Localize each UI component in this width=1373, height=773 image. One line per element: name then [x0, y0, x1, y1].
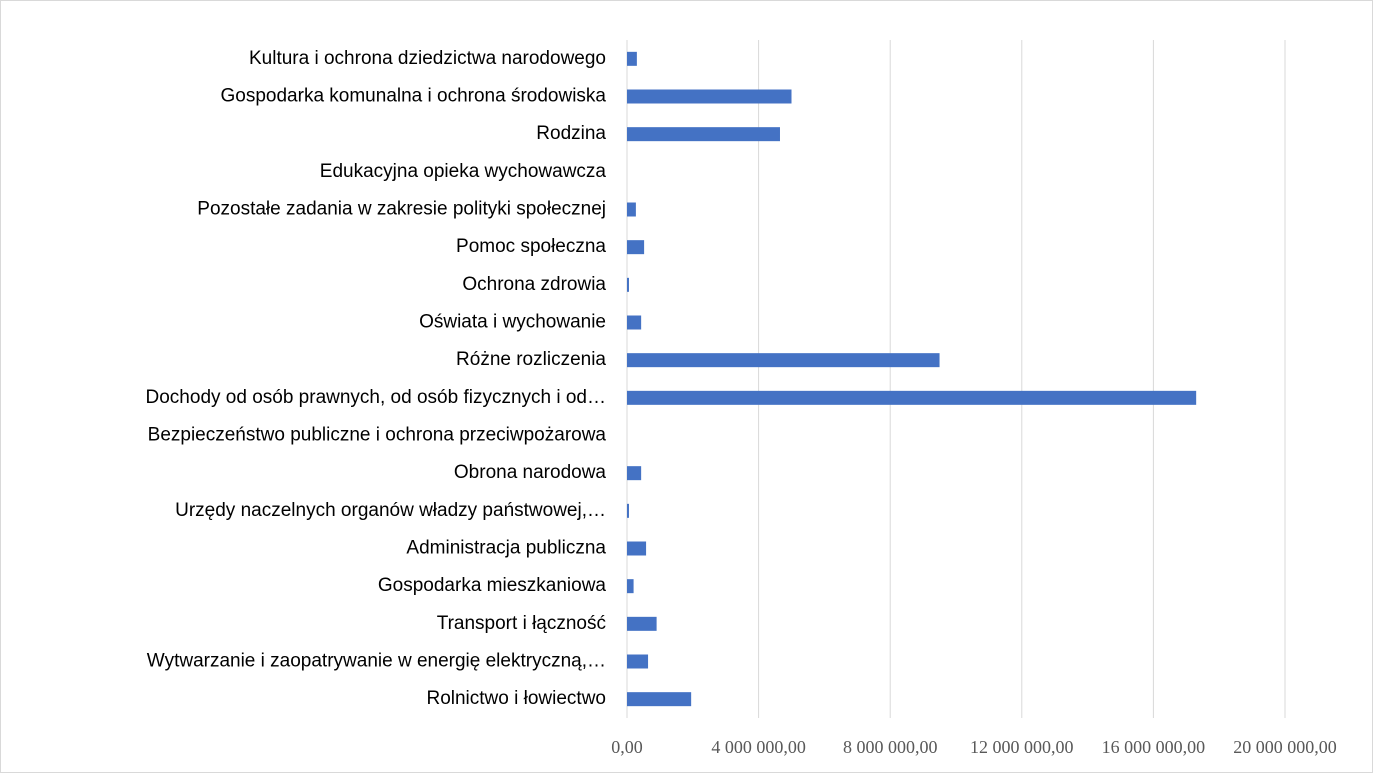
y-tick-label: Pozostałe zadania w zakresie polityki sp…: [197, 199, 606, 220]
y-tick-label: Edukacyjna opieka wychowawcza: [320, 161, 607, 182]
x-tick-label: 4 000 000,00: [711, 737, 806, 757]
y-tick-label: Gospodarka komunalna i ochrona środowisk…: [221, 86, 607, 107]
bar: [627, 315, 642, 330]
y-tick-label: Gospodarka mieszkaniowa: [378, 575, 607, 596]
y-tick-label: Kultura i ochrona dziedzictwa narodowego: [249, 48, 606, 69]
x-tick-label: 16 000 000,00: [1102, 737, 1206, 757]
bar: [627, 616, 657, 631]
bar: [627, 89, 792, 104]
y-tick-label: Pomoc społeczna: [456, 236, 606, 257]
bar: [627, 503, 629, 518]
y-tick-label: Dochody od osób prawnych, od osób fizycz…: [146, 387, 606, 408]
x-tick-label: 12 000 000,00: [970, 737, 1074, 757]
y-tick-label: Obrona narodowa: [454, 462, 607, 483]
y-tick-label: Różne rozliczenia: [456, 349, 606, 370]
bar: [627, 353, 940, 368]
bar: [627, 541, 647, 556]
bar: [627, 51, 637, 66]
bar: [627, 466, 642, 481]
bar: [627, 240, 645, 255]
y-tick-label: Wytwarzanie i zaopatrywanie w energię el…: [147, 651, 606, 672]
y-tick-label: Oświata i wychowanie: [419, 312, 606, 333]
bar: [627, 277, 629, 292]
y-tick-label: Transport i łączność: [437, 613, 606, 634]
y-tick-label: Urzędy naczelnych organów władzy państwo…: [175, 500, 606, 521]
bar: [627, 202, 636, 217]
bar: [627, 654, 649, 669]
bar: [627, 692, 692, 707]
y-tick-label: Rodzina: [536, 123, 606, 144]
x-tick-label: 20 000 000,00: [1233, 737, 1337, 757]
bar: [627, 390, 1197, 405]
y-tick-label: Ochrona zdrowia: [462, 274, 606, 295]
y-tick-label: Rolnictwo i łowiectwo: [426, 688, 606, 709]
bar: [627, 127, 780, 142]
bar: [627, 579, 634, 594]
x-tick-label: 8 000 000,00: [843, 737, 938, 757]
x-tick-label: 0,00: [611, 737, 643, 757]
y-tick-label: Administracja publiczna: [406, 538, 606, 559]
y-tick-label: Bezpieczeństwo publiczne i ochrona przec…: [148, 425, 607, 446]
